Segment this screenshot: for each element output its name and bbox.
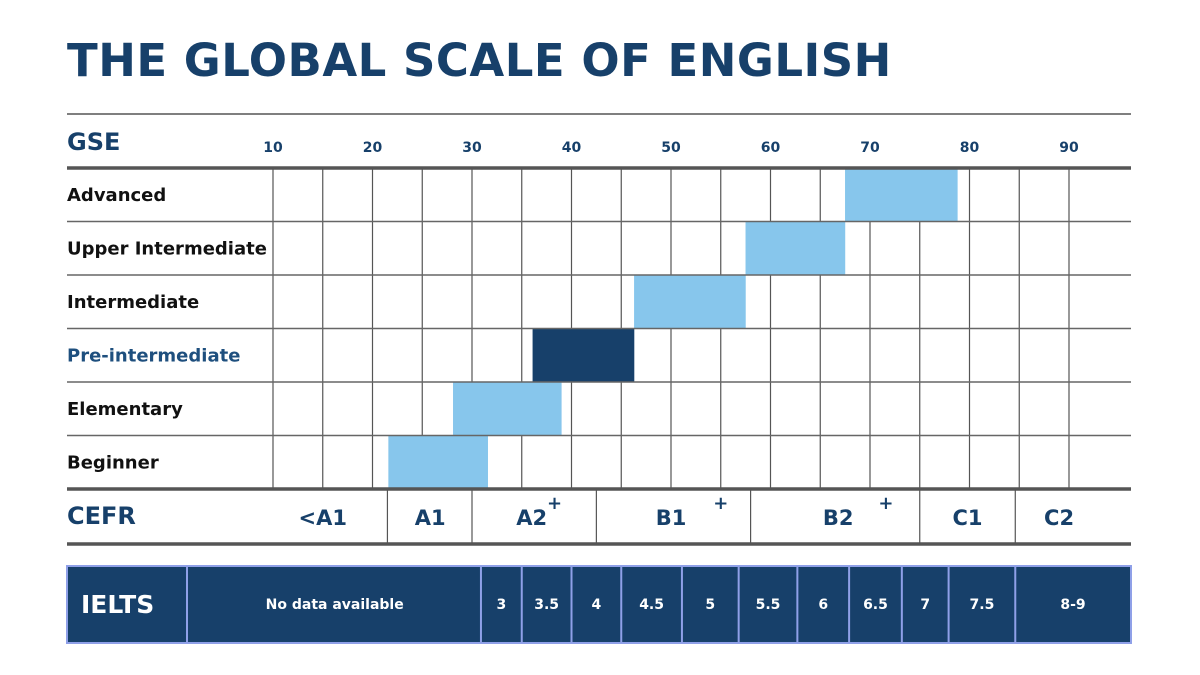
cefr-plus-mark: + bbox=[713, 493, 728, 514]
level-label: Advanced bbox=[67, 185, 166, 206]
ielts-band-label: 5 bbox=[705, 597, 715, 613]
level-label: Upper Intermediate bbox=[67, 238, 267, 259]
level-label: Beginner bbox=[67, 452, 159, 473]
level-label: Intermediate bbox=[67, 292, 199, 313]
ielts-row bbox=[66, 565, 1132, 644]
level-bar-fill bbox=[745, 222, 846, 275]
level-bar-fill bbox=[845, 168, 958, 221]
cefr-band-label: <A1 bbox=[299, 506, 347, 530]
gse-tick-label: 40 bbox=[562, 140, 582, 156]
level-bar-fill bbox=[388, 436, 488, 489]
ielts-band-label: 7.5 bbox=[970, 597, 995, 613]
gse-axis-label: GSE bbox=[67, 128, 120, 156]
ielts-band-label: No data available bbox=[266, 597, 404, 613]
gse-tick-label: 70 bbox=[860, 140, 880, 156]
cefr-plus-mark: + bbox=[547, 493, 562, 514]
level-bar-fill bbox=[532, 329, 635, 382]
gse-tick-label: 10 bbox=[263, 140, 283, 156]
ielts-label: IELTS bbox=[81, 590, 154, 619]
gse-tick-label: 80 bbox=[960, 140, 980, 156]
gse-tick-label: 30 bbox=[462, 140, 482, 156]
cefr-band-label: B1 bbox=[656, 506, 687, 530]
level-bar-fill bbox=[453, 382, 562, 435]
ielts-band-label: 3.5 bbox=[534, 597, 559, 613]
cefr-band-label: C2 bbox=[1044, 506, 1074, 530]
cefr-band-label: A1 bbox=[415, 506, 446, 530]
gse-tick-label: 50 bbox=[661, 140, 681, 156]
ielts-band-label: 6.5 bbox=[863, 597, 888, 613]
ielts-band-label: 4.5 bbox=[639, 597, 664, 613]
cefr-band-label: B2 bbox=[823, 506, 854, 530]
ielts-band-label: 6 bbox=[818, 597, 828, 613]
cefr-label: CEFR bbox=[67, 502, 136, 530]
ielts-band-label: 3 bbox=[496, 597, 506, 613]
gse-tick-label: 20 bbox=[363, 140, 383, 156]
cefr-band-label: A2 bbox=[516, 506, 547, 530]
cefr-plus-mark: + bbox=[878, 493, 893, 514]
level-label: Pre-intermediate bbox=[67, 345, 240, 366]
ielts-band-label: 7 bbox=[920, 597, 930, 613]
level-label: Elementary bbox=[67, 399, 183, 420]
gse-tick-label: 90 bbox=[1059, 140, 1079, 156]
gse-tick-label: 60 bbox=[761, 140, 781, 156]
ielts-band-label: 8-9 bbox=[1060, 597, 1085, 613]
ielts-band-label: 4 bbox=[592, 597, 602, 613]
cefr-band-label: C1 bbox=[952, 506, 982, 530]
page-title: THE GLOBAL SCALE OF ENGLISH bbox=[67, 34, 892, 87]
ielts-band-label: 5.5 bbox=[756, 597, 781, 613]
level-bar-fill bbox=[634, 275, 746, 328]
